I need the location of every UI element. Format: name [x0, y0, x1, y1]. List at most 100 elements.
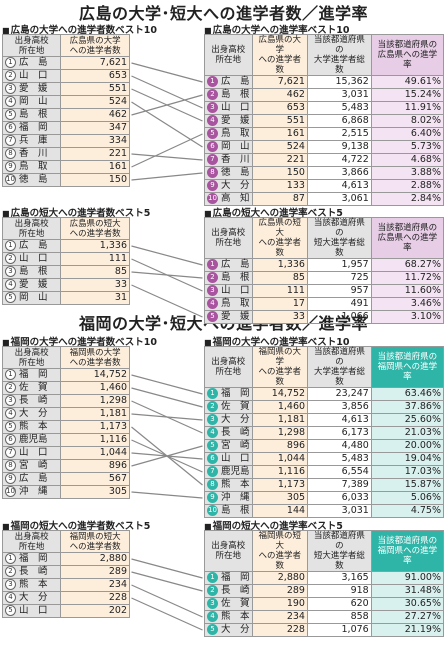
connector-line: [131, 133, 203, 168]
header-count: 福岡県の大学 への進学者数: [60, 346, 130, 369]
header-rate: 当該都道府県の 広島県への進学率: [370, 217, 445, 259]
header-rate: 当該都道府県の 福岡県への進学率: [370, 346, 445, 388]
prefecture-name: 福 岡: [221, 388, 250, 399]
total-cell: 858: [306, 610, 372, 624]
rate-cell: 11.91%: [370, 101, 445, 115]
prefecture-name: 山 口: [221, 102, 250, 113]
rank-badge: 4: [5, 408, 16, 419]
prefecture-name: 佐 賀: [221, 401, 250, 412]
origin-cell: 10 高 知: [204, 192, 253, 206]
rank-badge: 8: [207, 167, 218, 178]
total-cell: 3,856: [307, 400, 372, 414]
total-cell: 4,722: [306, 153, 372, 167]
table-row: 7 鹿児島 1,116 6,554 17.03%: [204, 465, 445, 479]
count-cell: 1,298: [251, 426, 309, 440]
count-cell: 1,181: [251, 413, 309, 427]
prefecture-name: 宮 崎: [221, 440, 250, 451]
rank-badge: 4: [207, 298, 218, 309]
rate-cell: 11.72%: [370, 271, 445, 285]
prefecture-name: 山 口: [221, 453, 250, 464]
prefecture-name: 熊 本: [221, 479, 250, 490]
count-cell: 161: [60, 160, 130, 174]
table-row: 6 鹿児島 1,116: [1, 433, 130, 447]
rank-badge: 1: [5, 57, 16, 68]
header-origin: 出身高校 所在地: [1, 34, 62, 57]
count-cell: 31: [60, 291, 130, 305]
count-cell: 289: [60, 565, 130, 579]
fukuoka-univ-rate-table: 出身高校 所在地 福岡県の大学 への進学者数 当該都道府県の 大学進学者総数 当該都道府県の…: [204, 346, 445, 518]
rank-badge: 2: [207, 401, 218, 412]
rank-badge: 4: [5, 96, 16, 107]
total-cell: 725: [306, 271, 372, 285]
rate-cell: 2.84%: [370, 192, 445, 206]
rate-cell: 27.27%: [370, 610, 445, 624]
rate-cell: 4.68%: [370, 153, 445, 167]
prefecture-name: 島 根: [19, 109, 48, 120]
rank-badge: 9: [5, 473, 16, 484]
count-cell: 524: [60, 95, 130, 109]
total-cell: 7,389: [307, 478, 372, 492]
count-cell: 1,173: [60, 420, 130, 434]
rank-badge: 7: [5, 135, 16, 146]
count-cell: 228: [251, 623, 308, 637]
prefecture-name: 香 川: [221, 154, 250, 165]
rank-badge: 2: [207, 272, 218, 283]
prefecture-name: 宮 崎: [19, 460, 48, 471]
header-total: 当該都道府県の 大学進学者総数: [307, 346, 372, 388]
header-total: 当該都道府県の 短大進学者総数: [306, 217, 372, 259]
count-cell: 347: [60, 121, 130, 135]
rate-cell: 25.60%: [370, 413, 445, 427]
rank-badge: 1: [207, 388, 218, 399]
rank-badge: 4: [207, 115, 218, 126]
connector-line: [131, 571, 203, 592]
total-cell: 4,480: [307, 439, 372, 453]
count-cell: 1,044: [251, 452, 309, 466]
count-cell: 1,336: [60, 239, 130, 253]
rank-badge: 2: [5, 253, 16, 264]
count-cell: 653: [60, 69, 130, 83]
rate-cell: 3.88%: [370, 166, 445, 180]
rank-badge: 5: [5, 421, 16, 432]
rank-badge: 5: [207, 440, 218, 451]
count-cell: 133: [251, 179, 308, 193]
rank-badge: 6: [207, 141, 218, 152]
total-cell: 1,066: [306, 310, 372, 324]
count-cell: 161: [251, 127, 308, 141]
count-cell: 144: [251, 504, 309, 518]
prefecture-name: 長 崎: [19, 566, 48, 577]
total-cell: 3,061: [306, 192, 372, 206]
count-cell: 85: [60, 265, 130, 279]
rate-cell: 49.61%: [370, 75, 445, 89]
rate-cell: 37.86%: [370, 400, 445, 414]
count-cell: 111: [251, 284, 308, 298]
connector-line: [131, 584, 203, 618]
count-cell: 85: [251, 271, 308, 285]
prefecture-name: 香 川: [19, 148, 48, 159]
